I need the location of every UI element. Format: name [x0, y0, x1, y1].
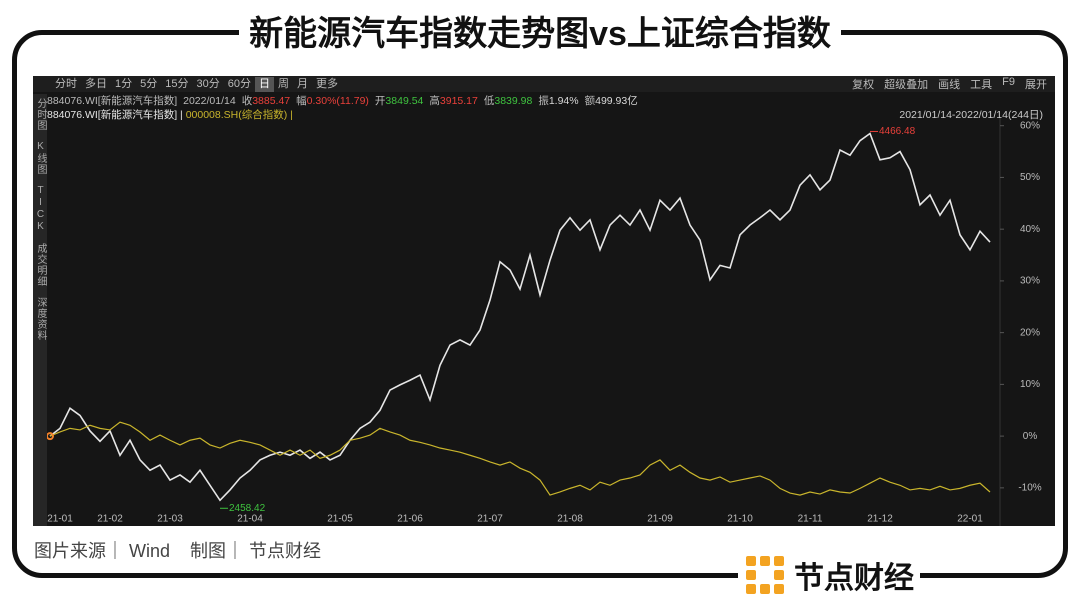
y-tick-label: 40% — [1020, 224, 1040, 235]
period-button[interactable]: 月 — [297, 77, 308, 90]
series-line — [49, 132, 991, 502]
quote-value: 499.93亿 — [595, 95, 638, 107]
period-button[interactable]: 日 — [255, 76, 274, 92]
period-button[interactable]: 多日 — [85, 77, 107, 90]
x-tick-label: 21-12 — [867, 514, 893, 525]
side-tab[interactable]: 深度资料 — [35, 297, 46, 341]
quote-item: 幅0.30%(11.79) — [296, 95, 369, 107]
y-tick-label: 60% — [1020, 120, 1040, 131]
y-tick-label: 30% — [1020, 276, 1040, 287]
brand-name: 节点财经 — [794, 562, 914, 595]
quote-item: 振1.94% — [538, 95, 578, 107]
brand: 节点财经 — [738, 553, 920, 597]
annotation: 4466.48 — [879, 126, 916, 137]
y-tick-label: 50% — [1020, 172, 1040, 183]
toolbar: 分时 多日 1分 5分 15分 30分 60分日周月更多 复权 超级叠加 画线 工具 F9 展开 — [33, 76, 1055, 92]
x-tick-label: 21-03 — [157, 514, 183, 525]
x-tick-label: 21-06 — [397, 514, 423, 525]
x-tick-label: 21-05 — [327, 514, 353, 525]
period-bar: 分时 多日 1分 5分 15分 30分 60分日周月更多 — [51, 76, 342, 92]
brand-icon — [746, 556, 784, 594]
start-marker — [46, 432, 54, 441]
quote-date: 2022/01/14 — [183, 95, 236, 107]
period-button[interactable]: 60分 — [227, 77, 251, 90]
period-button[interactable]: 15分 — [165, 77, 189, 90]
tool-button[interactable]: 超级叠加 — [884, 79, 929, 91]
quote-value: 3839.98 — [494, 95, 533, 107]
quote-label: 收 — [241, 95, 253, 107]
x-tick-label: 21-10 — [727, 514, 753, 525]
side-tab[interactable]: 成交明细 — [35, 243, 46, 287]
quote-value: 3885.47 — [252, 95, 291, 107]
y-tick-label: 0% — [1023, 431, 1038, 442]
x-tick-label: 21-02 — [97, 514, 123, 525]
legend-entry: 884076.WI[新能源汽车指数] — [47, 109, 178, 121]
quote-item: 低3839.98 — [484, 95, 532, 107]
quote-label: 低 — [483, 95, 495, 107]
quote-value: 1.94% — [548, 95, 579, 107]
tool-bar: 复权 超级叠加 画线 工具 F9 展开 — [852, 76, 1055, 92]
quote-label: 开 — [374, 95, 386, 107]
quote-row: 884076.WI[新能源汽车指数] 2022/01/14 收3885.47 幅0.3… — [47, 93, 644, 108]
x-tick-label: 21-04 — [237, 514, 263, 525]
annotation: 2458.42 — [229, 503, 266, 514]
legend-entry: 000008.SH(综合指数) — [185, 109, 288, 121]
title: 新能源汽车指数走势图vs上证综合指数 — [239, 15, 841, 53]
tool-button[interactable]: F9 — [1002, 76, 1015, 88]
legend: 884076.WI[新能源汽车指数] | 000008.SH(综合指数) | — [47, 107, 293, 122]
x-tick-label: 21-01 — [47, 514, 73, 525]
quote-value: 3915.17 — [439, 95, 478, 107]
chart: -10% 0% 10% 20% 30% 40% 50% 60% 21-01 21-02 21-03 2… — [46, 118, 1042, 526]
x-tick-label: 21-09 — [647, 514, 673, 525]
quote-label: 振 — [538, 95, 549, 107]
period-button[interactable]: 分时 — [55, 77, 77, 90]
legend-sep: | — [287, 109, 293, 121]
tool-button[interactable]: 工具 — [970, 79, 993, 91]
x-tick-label: 21-08 — [557, 514, 583, 525]
side-tab[interactable]: TICK — [35, 185, 46, 233]
tool-button[interactable]: 展开 — [1025, 79, 1047, 91]
title-wrap: 新能源汽车指数走势图vs上证综合指数 — [0, 6, 1080, 55]
side-tab[interactable]: K线图 — [35, 141, 46, 175]
y-tick-label: 20% — [1020, 327, 1040, 338]
period-button[interactable]: 5分 — [140, 77, 158, 90]
tool-button[interactable]: 画线 — [938, 79, 961, 91]
quote-item: 高3915.17 — [429, 95, 477, 107]
legend-sep: | — [177, 109, 186, 121]
side-tabs: 分时图 K线图 TICK 成交明细深度资料 — [33, 94, 47, 526]
chart-panel: -10% 0% 10% 20% 30% 40% 50% 60% 21-01 21-02 21-03 2… — [33, 76, 1055, 526]
quote-value: 0.30%(11.79) — [306, 95, 369, 107]
tool-button[interactable]: 复权 — [852, 79, 875, 91]
date-range: 2021/01/14-2022/01/14(244日) — [899, 109, 1043, 121]
side-tab[interactable]: 分时图 — [35, 98, 46, 131]
period-button[interactable]: 更多 — [316, 77, 338, 90]
quote-item: 收3885.47 — [242, 95, 290, 107]
quote-label: 额 — [584, 95, 596, 107]
period-button[interactable]: 30分 — [196, 77, 220, 90]
x-tick-label: 21-11 — [798, 514, 823, 525]
period-button[interactable]: 周 — [278, 77, 289, 90]
quote-label: 幅 — [296, 95, 307, 107]
period-button[interactable]: 1分 — [115, 77, 133, 90]
quote-label: 高 — [429, 95, 440, 107]
quote-item: 开3849.54 — [375, 95, 423, 107]
y-tick-label: 10% — [1020, 379, 1040, 390]
x-tick-label: 22-01 — [957, 514, 983, 525]
y-tick-label: -10% — [1018, 482, 1041, 493]
quote-item: 额499.93亿 — [585, 95, 638, 107]
quote-code: 884076.WI[新能源汽车指数] — [47, 95, 178, 107]
x-tick-label: 21-07 — [477, 514, 503, 525]
source: 图片来源｜ Wind 制图｜ 节点财经 — [34, 541, 322, 561]
series-line — [49, 421, 991, 496]
quote-value: 3849.54 — [385, 95, 424, 107]
